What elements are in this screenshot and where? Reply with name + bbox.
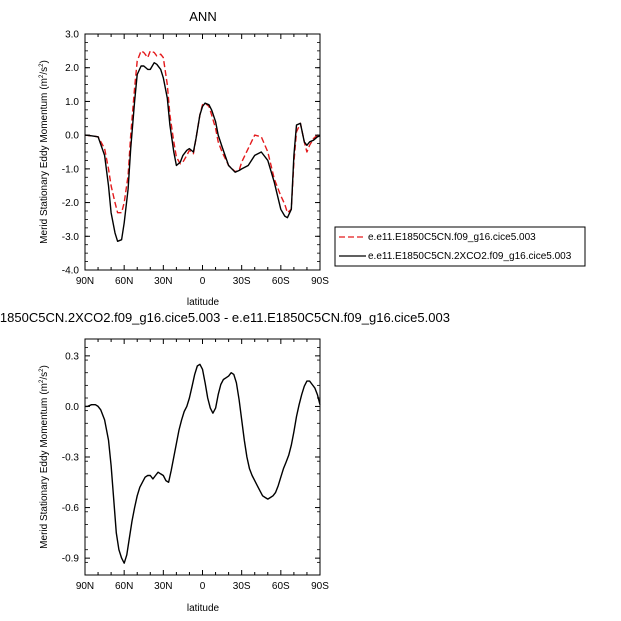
x-tick-label: 30S	[233, 276, 251, 287]
x-tick-label: 0	[200, 276, 206, 287]
bottom-y-axis: -0.9 -0.6 -0.3 0.0 0.3	[62, 347, 320, 576]
series-line-0	[85, 363, 321, 564]
y-tick-label: -4.0	[62, 266, 80, 277]
legend-box	[334, 226, 586, 267]
legend-label-control: e.e11.E1850C5CN.f09_g16.cice5.003	[368, 232, 536, 243]
y-tick-label: -1.0	[62, 164, 80, 175]
x-tick-label: 60N	[115, 276, 133, 287]
series-line-1	[84, 62, 321, 243]
y-tick-label: 0.0	[65, 402, 79, 413]
y-tick-label: -3.0	[62, 232, 80, 243]
y-tick-label: -0.9	[62, 554, 80, 565]
top-plot-frame	[84, 33, 321, 271]
top-panel: ANN 90N 60N 30N 0 30S 60S 90S -4.0 -3.0 -2.0 -1.0…	[39, 9, 586, 308]
top-y-axis: -4.0 -3.0 -2.0 -1.0 0.0 1.0 2.0 3.0	[62, 30, 320, 277]
x-tick-label: 90N	[76, 276, 94, 287]
x-tick-label: 30N	[154, 581, 172, 592]
bottom-y-axis-title: Merid Stationary Eddy Momentum(m2/s2)	[39, 365, 50, 549]
x-tick-label: 60S	[272, 276, 290, 287]
x-tick-label: 90N	[76, 581, 94, 592]
series-line-0	[84, 50, 321, 214]
top-plot-area	[84, 50, 321, 243]
bottom-x-axis: 90N 60N 30N 0 30S 60S 90S	[76, 339, 329, 592]
bottom-plot-area	[85, 363, 321, 564]
x-tick-label: 90S	[311, 276, 329, 287]
top-panel-title: ANN	[189, 9, 216, 24]
legend-label-2xco2: e.e11.E1850C5CN.2XCO2.f09_g16.cice5.003	[368, 251, 572, 262]
bottom-x-axis-title: latitude	[187, 603, 220, 614]
top-y-axis-name: Merid Stationary Eddy Momentum	[39, 93, 50, 244]
x-tick-label: 60N	[115, 581, 133, 592]
x-tick-label: 30N	[154, 276, 172, 287]
legend: e.e11.E1850C5CN.f09_g16.cice5.003 e.e11.…	[334, 226, 586, 267]
y-tick-label: 0.3	[65, 351, 79, 362]
y-tick-label: 2.0	[65, 63, 79, 74]
y-tick-label: 1.0	[65, 97, 79, 108]
bottom-plot-frame	[84, 338, 321, 576]
x-tick-label: 90S	[311, 581, 329, 592]
top-y-axis-title: Merid Stationary Eddy Momentum(m2/s2)	[39, 60, 50, 244]
y-tick-label: -0.6	[62, 503, 80, 514]
x-tick-label: 0	[200, 581, 206, 592]
bottom-y-axis-name: Merid Stationary Eddy Momentum	[39, 398, 50, 549]
top-x-axis: 90N 60N 30N 0 30S 60S 90S	[76, 34, 329, 287]
y-tick-label: 3.0	[65, 30, 79, 41]
x-tick-label: 60S	[272, 581, 290, 592]
top-x-axis-title: latitude	[187, 297, 220, 308]
y-tick-label: -2.0	[62, 198, 80, 209]
x-tick-label: 30S	[233, 581, 251, 592]
y-tick-label: -0.3	[62, 453, 80, 464]
y-tick-label: 0.0	[65, 131, 79, 142]
bottom-panel: e.e11.E1850C5CN.2XCO2.f09_g16.cice5.003 …	[0, 310, 450, 614]
bottom-panel-title: e.e11.E1850C5CN.2XCO2.f09_g16.cice5.003 …	[0, 310, 450, 325]
